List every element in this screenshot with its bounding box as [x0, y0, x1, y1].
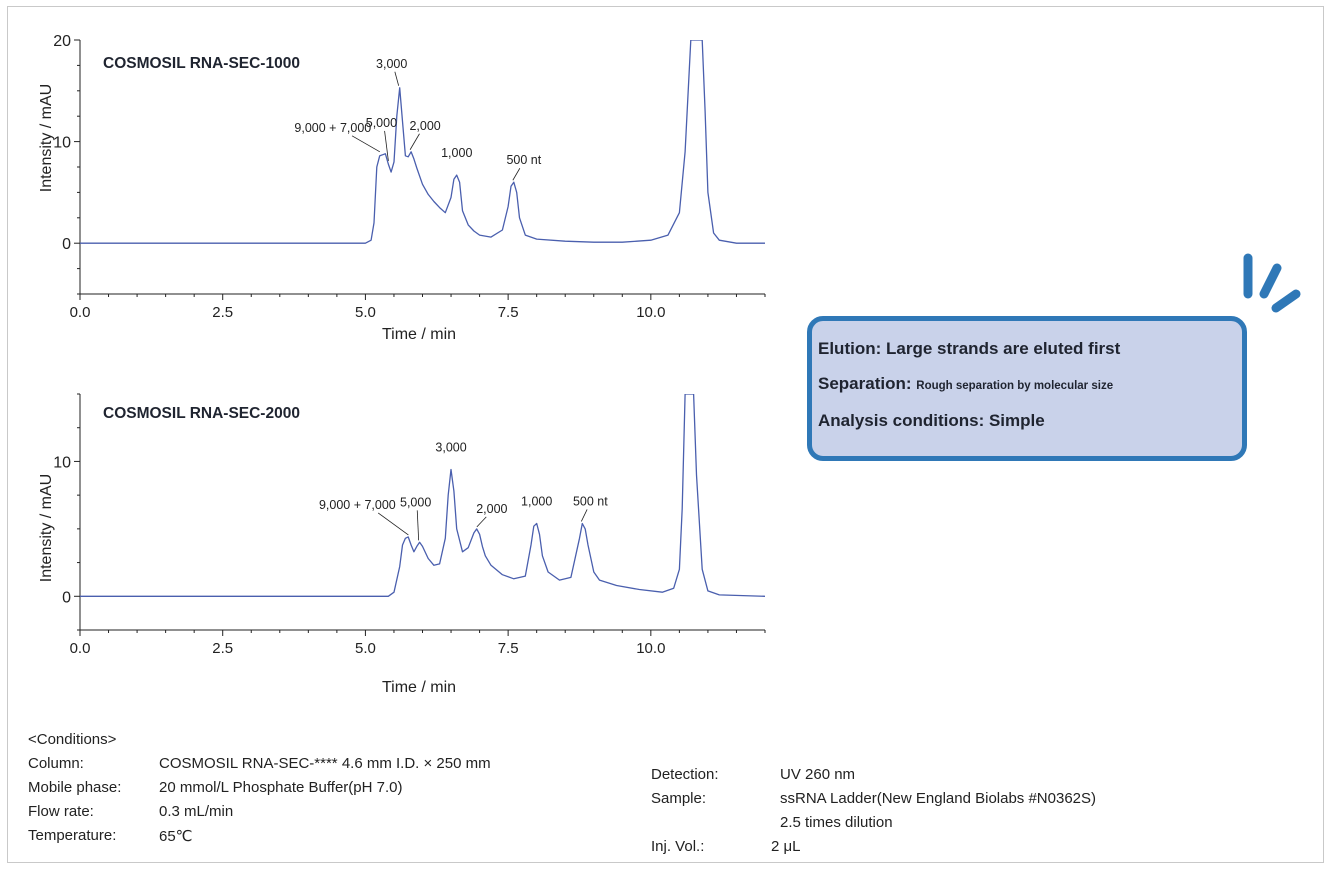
peak-leader-line [384, 130, 389, 161]
peak-label: 9,000 + 7,000 [294, 121, 371, 135]
condition-value: 0.3 mL/min [159, 803, 234, 820]
condition-value: 65℃ [159, 828, 193, 845]
axes-group: 0.0 2.5 5.0 7.5 10.0 0 10 [53, 393, 766, 657]
condition-key: Detection: [651, 766, 719, 783]
condition-key: Inj. Vol.: [651, 838, 705, 855]
y-axis-label: Intensity / mAU [38, 84, 55, 192]
peak-leader-line [512, 168, 521, 181]
x-tick-label: 10.0 [636, 304, 665, 321]
chromatogram-trace [80, 394, 765, 597]
separation-label: Separation: [818, 374, 912, 393]
peak-label: 2,000 [476, 502, 507, 516]
peak-label: 500 nt [506, 153, 541, 167]
condition-key: Mobile phase: [28, 779, 122, 796]
y-tick-label: 0 [62, 589, 71, 606]
peak-label: 1,000 [441, 146, 472, 160]
condition-value: 2 μL [771, 838, 801, 855]
peak-leader-line [377, 512, 409, 536]
y-tick-label: 20 [53, 33, 71, 50]
y-tick-label: 10 [53, 454, 71, 471]
x-axis-label: Time / min [382, 326, 456, 343]
peak-label: 9,000 + 7,000 [319, 498, 396, 512]
plot-area: 9,000 + 7,000 5,000 3,000 2,000 1,000 500 nt [80, 394, 765, 597]
chart-title: COSMOSIL RNA-SEC-2000 [103, 405, 300, 422]
x-tick-label: 10.0 [636, 640, 665, 657]
x-tick-label: 7.5 [498, 640, 519, 657]
figure-frame [7, 6, 1324, 863]
axes-group: 0.0 2.5 5.0 7.5 10.0 0 10 20 [53, 33, 766, 321]
peak-label: 3,000 [376, 57, 407, 71]
x-tick-label: 5.0 [355, 640, 376, 657]
condition-key: Temperature: [28, 827, 117, 844]
peak-label: 5,000 [400, 495, 431, 509]
peak-leader-line [476, 516, 487, 528]
x-tick-label: 0.0 [70, 304, 91, 321]
condition-value: ssRNA Ladder(New England Biolabs #N0362S… [780, 790, 1097, 807]
peak-leader-line [416, 510, 420, 541]
peak-label: 2,000 [409, 119, 440, 133]
chart-title: COSMOSIL RNA-SEC-1000 [103, 55, 300, 72]
y-axis-label: Intensity / mAU [38, 474, 55, 582]
separation-text: Separation: Rough separation by molecula… [818, 374, 1242, 396]
conditions-block: <Conditions> Column: COSMOSIL RNA-SEC-**… [28, 731, 1318, 861]
x-tick-label: 5.0 [355, 304, 376, 321]
peak-leader-line [580, 509, 588, 522]
separation-value: Rough separation by molecular size [916, 380, 1114, 392]
peak-leader-line [351, 135, 381, 153]
peak-label: 1,000 [521, 494, 552, 508]
y-tick-label: 10 [53, 135, 71, 152]
peak-label: 500 nt [573, 494, 608, 508]
peak-label: 3,000 [435, 441, 466, 455]
peak-leader-line [409, 133, 420, 150]
emphasis-marks-icon [1243, 253, 1301, 313]
x-axis-label: Time / min [382, 679, 456, 696]
condition-key: Column: [28, 755, 84, 772]
condition-value: 2.5 times dilution [780, 814, 893, 831]
condition-value: COSMOSIL RNA-SEC-**** 4.6 mm I.D. × 250 … [159, 755, 491, 772]
x-tick-label: 2.5 [212, 640, 233, 657]
elution-text: Elution: Large strands are eluted first [818, 339, 1121, 358]
x-tick-label: 0.0 [70, 640, 91, 657]
chromatogram-rna-sec-2000: 0.0 2.5 5.0 7.5 10.0 0 10 COSMOSIL RNA-SEC-200… [38, 393, 766, 696]
x-tick-label: 7.5 [498, 304, 519, 321]
chromatogram-rna-sec-1000: 0.0 2.5 5.0 7.5 10.0 0 10 20 COSMOSIL RNA-SEC-1… [38, 33, 766, 343]
analysis-text: Analysis conditions: Simple [818, 411, 1045, 430]
condition-value: UV 260 nm [780, 766, 856, 783]
chromatogram-trace [80, 40, 765, 244]
conditions-title: <Conditions> [28, 731, 117, 748]
summary-callout: Elution: Large strands are eluted first … [807, 316, 1247, 461]
peak-label: 5,000 [366, 116, 397, 130]
peak-leader-line [394, 71, 400, 86]
x-tick-label: 2.5 [212, 304, 233, 321]
condition-key: Sample: [651, 790, 707, 807]
y-tick-label: 0 [62, 236, 71, 253]
condition-key: Flow rate: [28, 803, 94, 820]
condition-value: 20 mmol/L Phosphate Buffer(pH 7.0) [159, 779, 403, 796]
